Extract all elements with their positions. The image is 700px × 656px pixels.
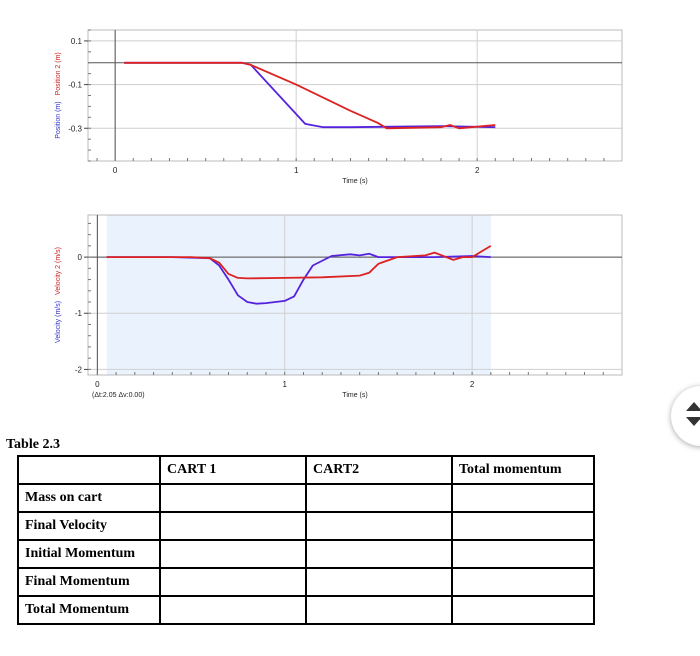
table-cell[interactable]: [159, 511, 307, 541]
x-tick-label: 2: [475, 166, 480, 175]
table-row: Mass on cart: [17, 483, 595, 513]
x-tick-label: 0: [95, 380, 100, 389]
table-cell[interactable]: [451, 483, 595, 513]
y-axis-label-series-1: Velocity (m/s): [55, 301, 62, 343]
table-cell[interactable]: [305, 483, 453, 513]
momentum-table: CART 1 CART2 Total momentum Mass on cart…: [17, 455, 595, 625]
series-line-2: [124, 61, 496, 130]
y-tick-label: -2: [75, 365, 83, 374]
header-cell-cart2: CART2: [305, 455, 453, 485]
table-cell[interactable]: [451, 511, 595, 541]
y-tick-label: -1: [75, 309, 83, 318]
table-cell[interactable]: [305, 511, 453, 541]
series-line-2: [106, 245, 492, 280]
y-tick-label: 0.1: [71, 37, 83, 46]
x-axis-label: Time (s): [342, 178, 367, 185]
table-cell[interactable]: [305, 567, 453, 597]
table-cell[interactable]: [451, 539, 595, 569]
caret-down-icon: [686, 417, 700, 426]
x-tick-label: 1: [294, 166, 299, 175]
row-label-initial-momentum: Initial Momentum: [17, 539, 161, 569]
y-axis-label: Velocity (m/s) Velocity 2 (m/s): [55, 247, 62, 343]
row-label-final-velocity: Final Velocity: [17, 511, 161, 541]
table-cell[interactable]: [159, 567, 307, 597]
row-label-mass: Mass on cart: [17, 483, 161, 513]
y-tick-label: -0.1: [68, 81, 82, 90]
row-label-total-momentum: Total Momentum: [17, 595, 161, 625]
velocity-chart: 0 1 2 0 -1 -2 Time (s) Velocity (m/s) Velocity 2…: [55, 214, 623, 399]
x-tick-label: 1: [283, 380, 288, 389]
y-axis-label-series-2: Velocity 2 (m/s): [55, 247, 62, 295]
table-caption: Table 2.3: [6, 437, 60, 452]
header-cell-cart1: CART 1: [159, 455, 307, 485]
table-cell[interactable]: [305, 595, 453, 625]
y-tick-label: 0: [78, 253, 83, 262]
series-line-1: [106, 252, 491, 305]
y-axis-label-series-2: Position 2 (m): [55, 52, 62, 95]
table-row: Initial Momentum: [17, 539, 595, 569]
series-line-1: [124, 61, 496, 129]
row-label-final-momentum: Final Momentum: [17, 567, 161, 597]
table-cell[interactable]: [305, 539, 453, 569]
table-cell[interactable]: [451, 567, 595, 597]
plot-frame: [87, 214, 623, 376]
x-axis-label: Time (s): [342, 392, 367, 399]
x-tick-label: 2: [470, 380, 475, 389]
selection-region: [106, 215, 491, 375]
table-cell[interactable]: [159, 539, 307, 569]
y-tick-label: -0.3: [68, 124, 82, 133]
y-axis-label: Position (m) Position 2 (m): [55, 52, 62, 139]
table-cell[interactable]: [451, 595, 595, 625]
x-tick-label: 0: [113, 166, 118, 175]
header-cell-total: Total momentum: [451, 455, 595, 485]
table-row: Total Momentum: [17, 595, 595, 625]
table-header-row: CART 1 CART2 Total momentum: [17, 455, 595, 485]
caret-up-icon: [686, 402, 700, 411]
table-row: Final Velocity: [17, 511, 595, 541]
header-cell-empty: [17, 455, 161, 485]
table-row: Final Momentum: [17, 567, 595, 597]
delta-annotation: (Δt:2.05 Δv:0.00): [92, 392, 145, 399]
y-axis-label-series-1: Position (m): [55, 101, 62, 138]
table-cell[interactable]: [159, 483, 307, 513]
plot-frame: [87, 29, 623, 162]
table-cell[interactable]: [159, 595, 307, 625]
